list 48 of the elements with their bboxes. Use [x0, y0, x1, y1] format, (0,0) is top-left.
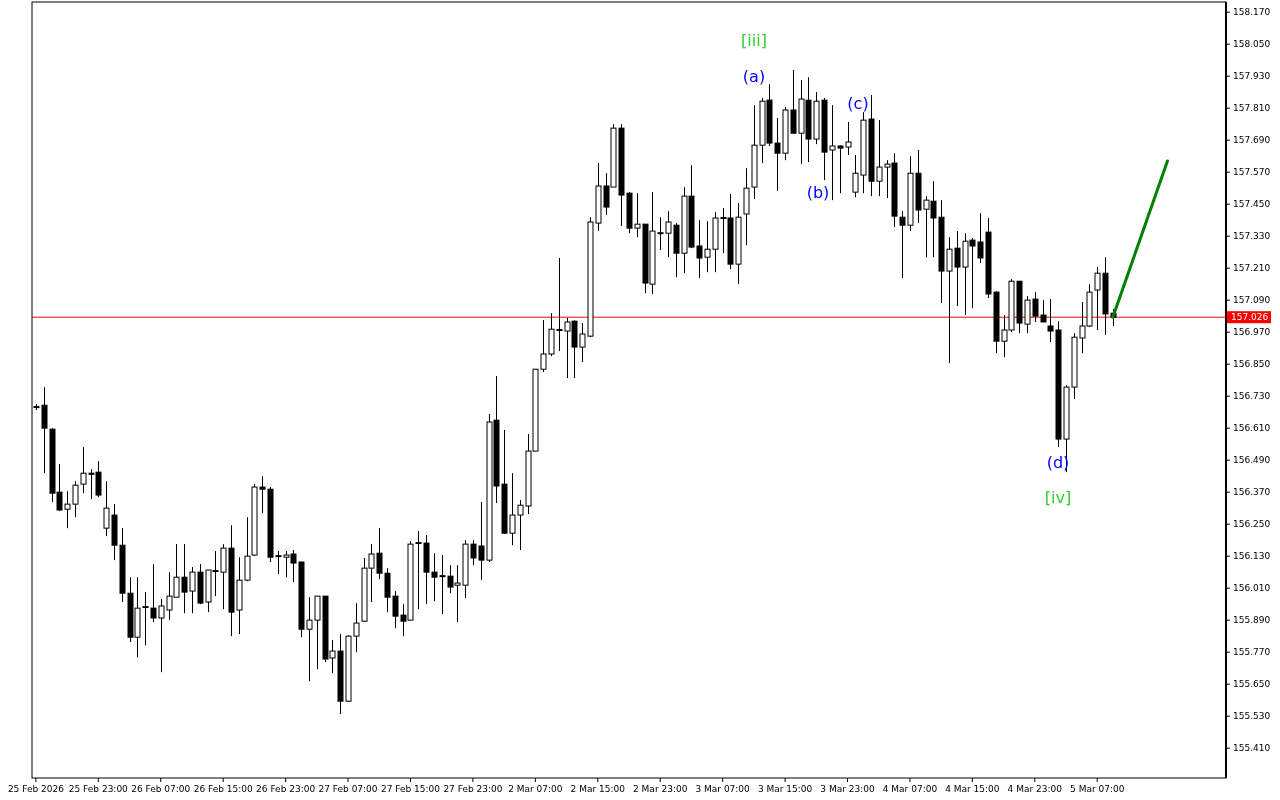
x-tick-label: 2 Mar 07:00: [508, 784, 563, 794]
y-tick-label: 156.010: [1233, 583, 1271, 594]
x-tick-label: 25 Feb 23:00: [68, 784, 129, 794]
annotation: [iii]: [741, 30, 767, 50]
x-tick-label: 5 Mar 07:00: [1070, 784, 1125, 794]
y-tick-label: 157.210: [1233, 263, 1271, 274]
annotation: (b): [806, 182, 830, 202]
annotation: (c): [847, 93, 869, 113]
annotation: [iv]: [1044, 487, 1072, 507]
y-tick-label: 155.530: [1233, 711, 1271, 722]
y-tick-label: 155.770: [1233, 647, 1271, 658]
y-tick-label: 156.130: [1233, 551, 1271, 562]
x-tick-label: 26 Feb 07:00: [131, 784, 191, 794]
x-tick-label: 3 Mar 15:00: [757, 784, 813, 794]
y-tick-label: 157.090: [1233, 295, 1271, 306]
y-tick-label: 158.170: [1233, 7, 1271, 18]
ref-line-label: 157.026: [1231, 312, 1269, 323]
y-tick-label: 158.050: [1233, 39, 1271, 50]
y-tick-label: 156.850: [1233, 359, 1271, 370]
x-tick-label: 4 Mar 15:00: [945, 784, 1000, 794]
y-tick-label: 156.730: [1233, 391, 1271, 402]
x-tick-label: 27 Feb 15:00: [380, 784, 441, 794]
x-tick-label: 27 Feb 07:00: [318, 784, 378, 794]
y-tick-label: 157.690: [1233, 135, 1271, 146]
y-tick-label: 155.890: [1233, 615, 1271, 626]
annotation: (a): [742, 66, 766, 86]
x-tick-label: 4 Mar 23:00: [1007, 784, 1063, 794]
x-tick-label: 3 Mar 23:00: [820, 784, 875, 794]
y-tick-label: 157.810: [1233, 103, 1271, 114]
y-tick-label: 156.250: [1233, 519, 1271, 530]
x-tick-label: 2 Mar 15:00: [570, 784, 626, 794]
y-tick-label: 157.570: [1233, 167, 1271, 178]
x-tick-label: 26 Feb 23:00: [256, 784, 316, 794]
x-tick-label: 3 Mar 07:00: [695, 784, 751, 794]
x-tick-label: 26 Feb 15:00: [193, 784, 253, 794]
y-tick-label: 156.370: [1233, 487, 1271, 498]
y-tick-label: 155.410: [1233, 743, 1271, 754]
x-tick-label: 27 Feb 23:00: [443, 784, 503, 794]
y-tick-label: 157.930: [1233, 71, 1271, 82]
x-tick-label: 25 Feb 2026: [7, 784, 65, 794]
x-tick-label: 2 Mar 23:00: [633, 784, 688, 794]
y-tick-label: 157.450: [1233, 199, 1271, 210]
y-tick-label: 156.970: [1233, 327, 1271, 338]
y-tick-label: 155.650: [1233, 679, 1271, 690]
y-tick-label: 157.330: [1233, 231, 1271, 242]
y-tick-label: 156.610: [1233, 423, 1271, 434]
x-tick-label: 4 Mar 07:00: [882, 784, 938, 794]
y-tick-label: 156.490: [1233, 455, 1271, 466]
